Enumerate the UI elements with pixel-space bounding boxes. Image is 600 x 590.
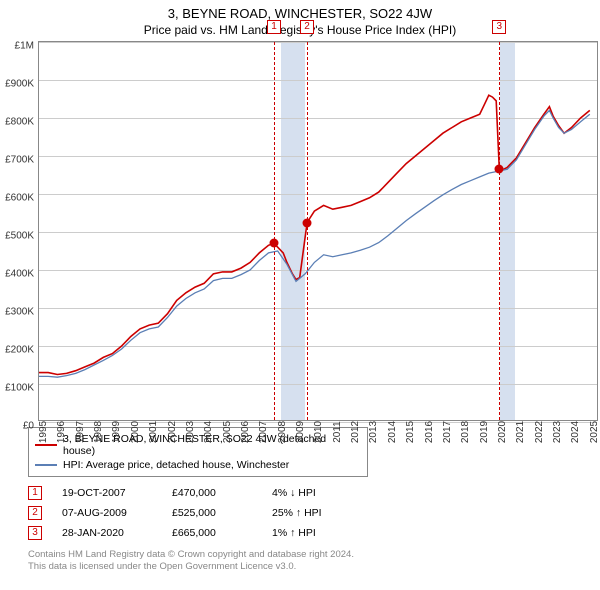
x-axis-label: 2022 <box>534 421 545 443</box>
x-axis-label: 2008 <box>277 421 288 443</box>
x-axis-label: 2006 <box>240 421 251 443</box>
chart-title: 3, BEYNE ROAD, WINCHESTER, SO22 4JW <box>0 0 600 21</box>
x-axis-label: 2014 <box>387 421 398 443</box>
x-axis-label: 2018 <box>460 421 471 443</box>
x-axis-label: 2025 <box>589 421 600 443</box>
series-property <box>39 95 590 374</box>
transaction-marker: 1 <box>28 486 42 500</box>
y-axis-label: £600K <box>0 193 34 204</box>
x-axis-label: 2015 <box>405 421 416 443</box>
sale-marker-label: 3 <box>492 20 506 34</box>
y-axis-label: £100K <box>0 383 34 394</box>
transaction-price: £470,000 <box>172 487 252 499</box>
transaction-row: 3 28-JAN-2020 £665,000 1% ↑ HPI <box>28 523 600 543</box>
transaction-price: £525,000 <box>172 507 252 519</box>
transaction-date: 28-JAN-2020 <box>62 527 152 539</box>
y-axis-label: £400K <box>0 269 34 280</box>
y-axis-label: £500K <box>0 231 34 242</box>
transaction-row: 1 19-OCT-2007 £470,000 4% ↓ HPI <box>28 483 600 503</box>
y-axis-label: £700K <box>0 155 34 166</box>
transaction-date: 19-OCT-2007 <box>62 487 152 499</box>
x-axis-label: 2020 <box>497 421 508 443</box>
x-axis-label: 2005 <box>222 421 233 443</box>
x-axis-label: 1998 <box>93 421 104 443</box>
footer-line-2: This data is licensed under the Open Gov… <box>28 561 600 573</box>
x-axis-label: 1996 <box>56 421 67 443</box>
x-axis-label: 2009 <box>295 421 306 443</box>
sale-marker-dot <box>270 239 279 248</box>
x-axis-label: 1995 <box>38 421 49 443</box>
x-axis-label: 2013 <box>368 421 379 443</box>
x-axis-label: 2001 <box>148 421 159 443</box>
x-axis-label: 2017 <box>442 421 453 443</box>
x-axis-label: 1997 <box>75 421 86 443</box>
transaction-marker: 3 <box>28 526 42 540</box>
sale-marker-dot <box>303 218 312 227</box>
y-axis-label: £300K <box>0 307 34 318</box>
series-hpi <box>39 110 590 377</box>
x-axis-label: 2007 <box>258 421 269 443</box>
transaction-date: 07-AUG-2009 <box>62 507 152 519</box>
y-axis-label: £200K <box>0 345 34 356</box>
sale-marker-dot <box>495 165 504 174</box>
footer-attribution: Contains HM Land Registry data © Crown c… <box>28 549 600 574</box>
transaction-delta: 4% ↓ HPI <box>272 487 362 499</box>
chart-plot-area: 123 <box>38 41 598 421</box>
transaction-delta: 25% ↑ HPI <box>272 507 362 519</box>
transaction-table: 1 19-OCT-2007 £470,000 4% ↓ HPI 2 07-AUG-2009… <box>28 483 600 543</box>
transaction-row: 2 07-AUG-2009 £525,000 25% ↑ HPI <box>28 503 600 523</box>
sale-marker-label: 1 <box>267 20 281 34</box>
legend-swatch <box>35 464 57 466</box>
transaction-marker: 2 <box>28 506 42 520</box>
x-axis-label: 2019 <box>479 421 490 443</box>
x-axis-label: 2012 <box>350 421 361 443</box>
y-axis-label: £900K <box>0 79 34 90</box>
y-axis-label: £1M <box>0 41 34 52</box>
legend-label: HPI: Average price, detached house, Winc… <box>63 459 289 471</box>
y-axis-label: £800K <box>0 117 34 128</box>
x-axis-label: 2023 <box>552 421 563 443</box>
legend-swatch <box>35 444 57 446</box>
x-axis-label: 2016 <box>424 421 435 443</box>
x-axis-label: 2021 <box>515 421 526 443</box>
legend-item: HPI: Average price, detached house, Winc… <box>35 458 361 472</box>
x-axis-label: 2000 <box>130 421 141 443</box>
sale-marker-label: 2 <box>300 20 314 34</box>
y-axis-label: £0 <box>0 421 34 432</box>
x-axis-label: 1999 <box>111 421 122 443</box>
chart-svg <box>39 42 597 420</box>
sale-marker-line <box>307 42 308 420</box>
x-axis-label: 2010 <box>313 421 324 443</box>
x-axis-label: 2004 <box>203 421 214 443</box>
x-axis-label: 2024 <box>570 421 581 443</box>
transaction-price: £665,000 <box>172 527 252 539</box>
x-axis-label: 2002 <box>167 421 178 443</box>
sale-marker-line <box>274 42 275 420</box>
x-axis-label: 2003 <box>185 421 196 443</box>
sale-marker-line <box>499 42 500 420</box>
x-axis-label: 2011 <box>332 421 343 443</box>
footer-line-1: Contains HM Land Registry data © Crown c… <box>28 549 600 561</box>
transaction-delta: 1% ↑ HPI <box>272 527 362 539</box>
